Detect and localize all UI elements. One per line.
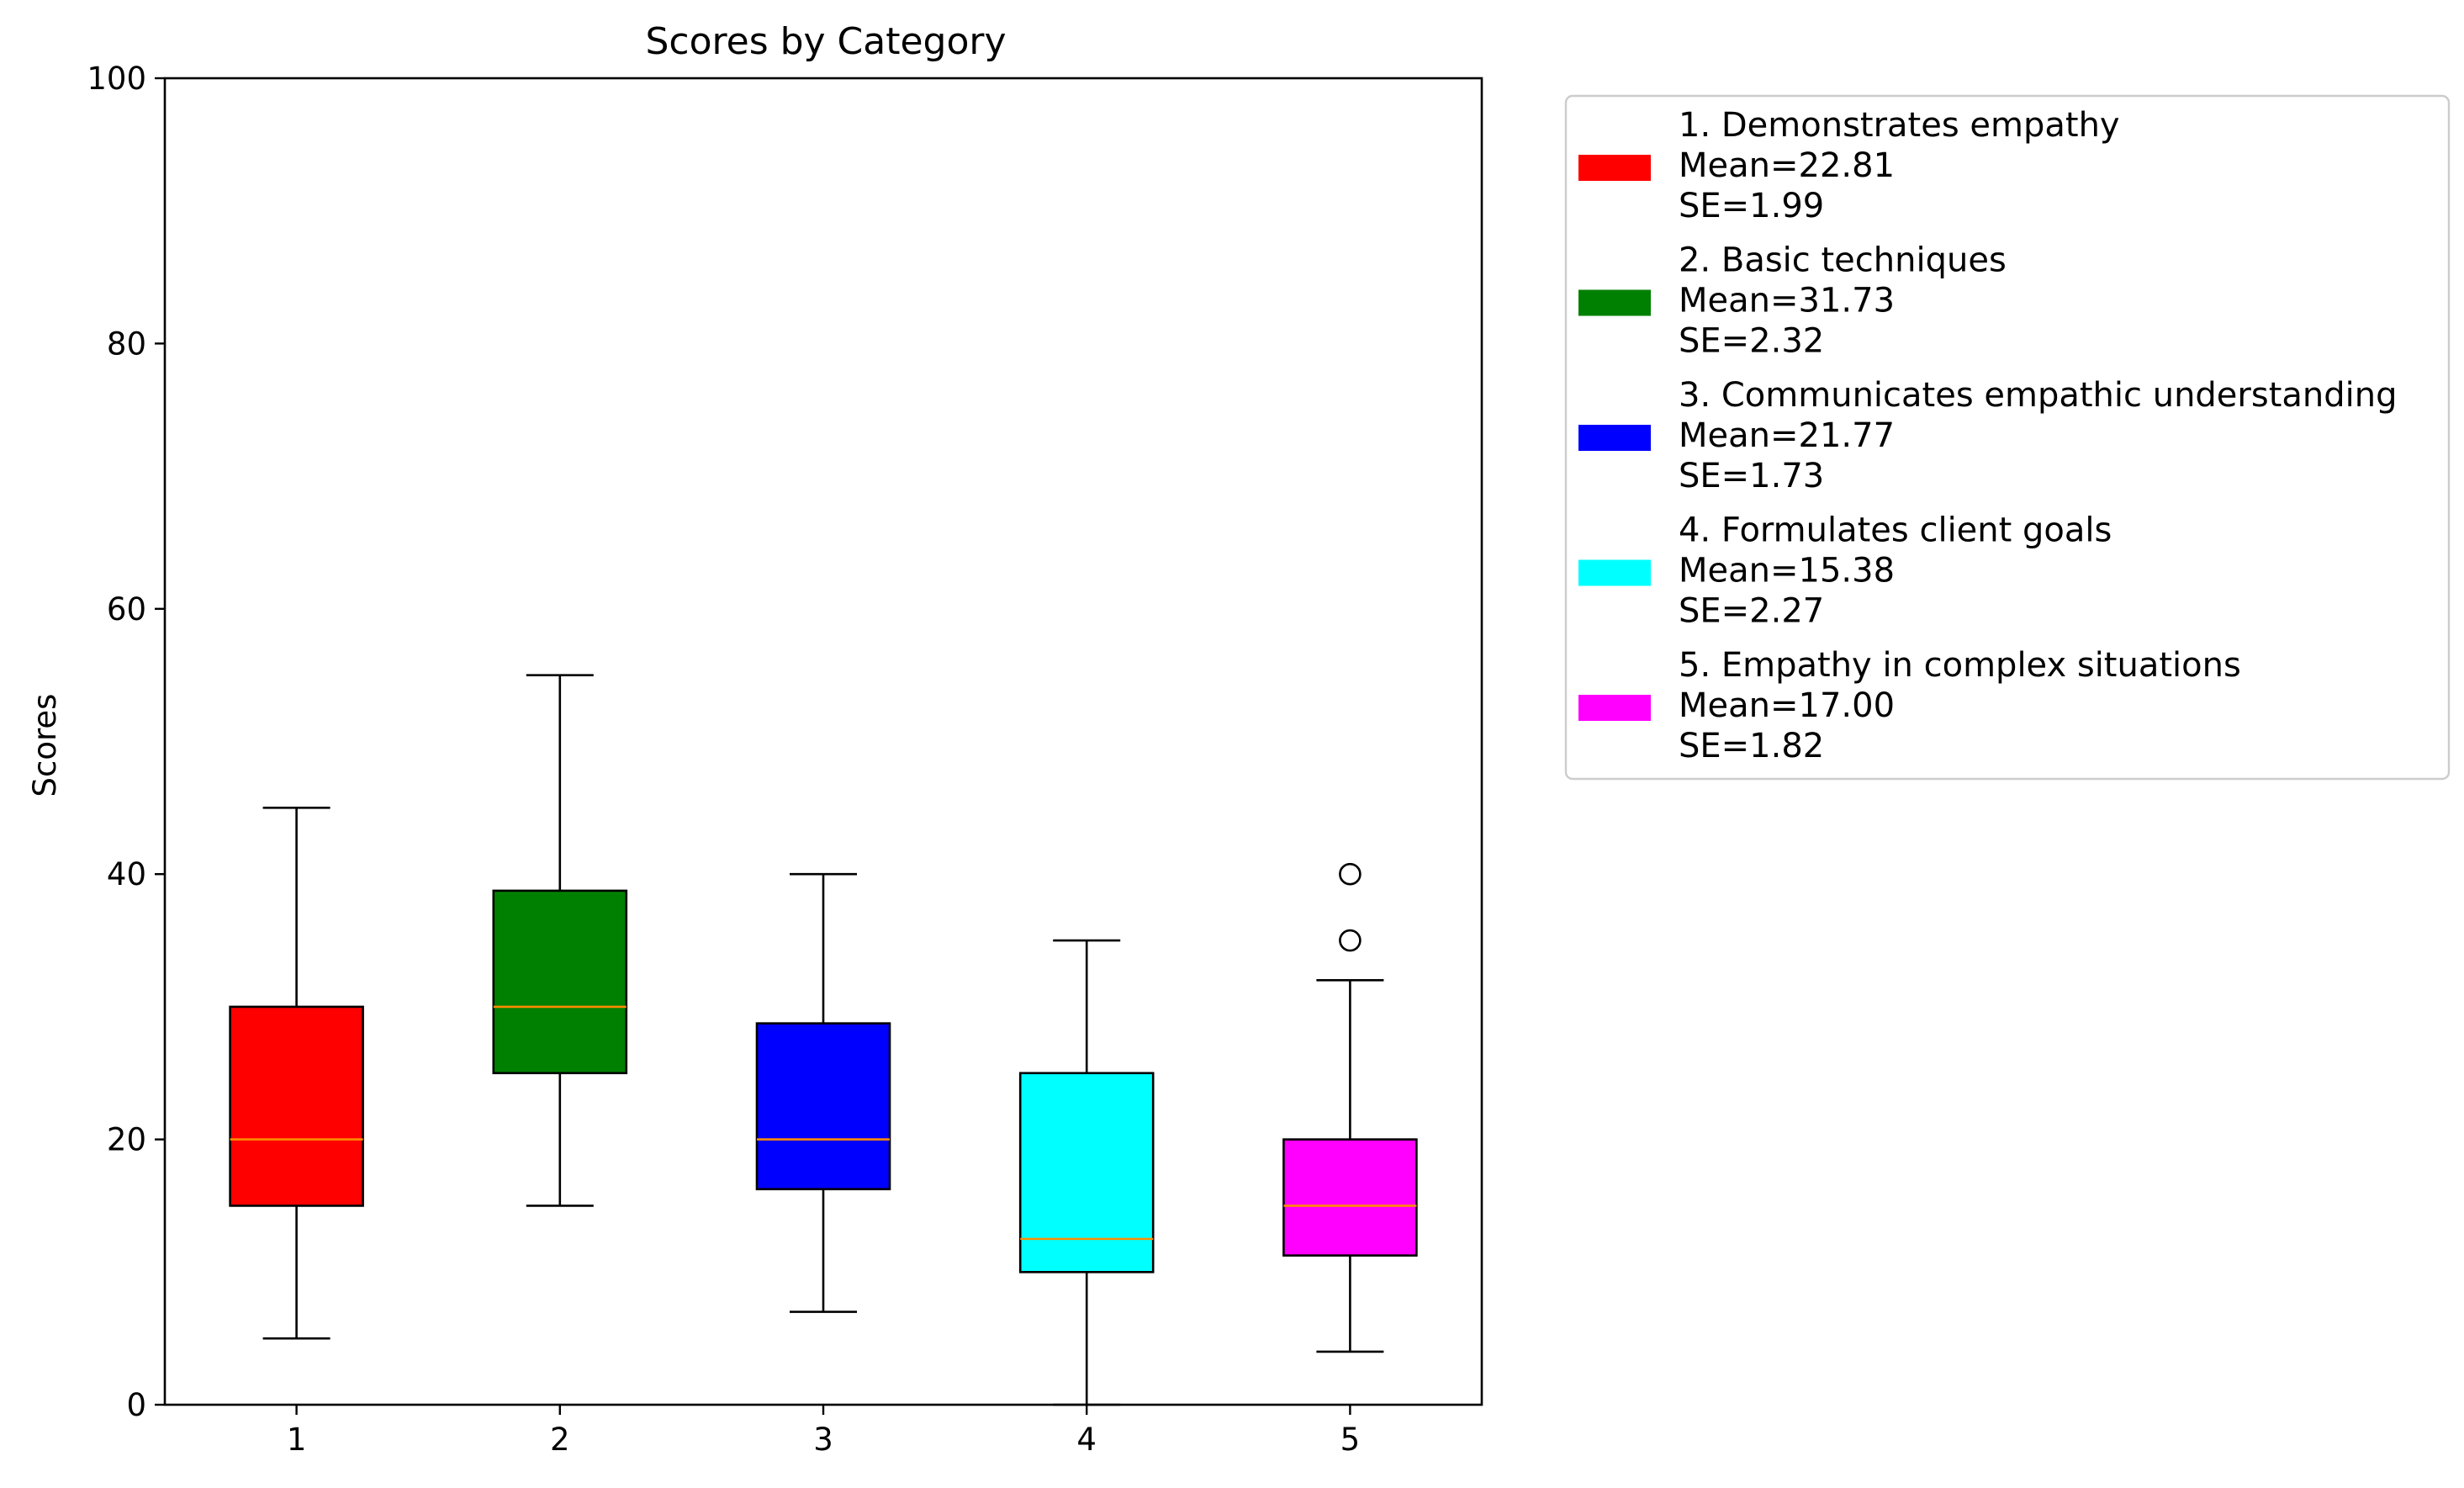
legend-label-line: 4. Formulates client goals <box>1679 511 2112 550</box>
legend-swatch <box>1578 425 1651 451</box>
box-body <box>494 891 627 1073</box>
box-body <box>230 1007 363 1206</box>
legend-label-line: 1. Demonstrates empathy <box>1679 106 2120 145</box>
legend-label-line: 5. Empathy in complex situations <box>1679 646 2241 685</box>
y-tick-label: 40 <box>107 856 146 892</box>
y-tick-label: 100 <box>87 61 146 97</box>
legend-swatch <box>1578 695 1651 721</box>
y-tick-label: 0 <box>126 1387 146 1423</box>
legend-label-line: Mean=22.81 <box>1679 146 1895 185</box>
y-tick-label: 20 <box>107 1122 146 1158</box>
legend-label-line: Mean=31.73 <box>1679 282 1895 320</box>
y-tick-label: 60 <box>107 591 146 628</box>
legend: 1. Demonstrates empathyMean=22.81SE=1.99… <box>1566 96 2449 779</box>
legend-label-line: SE=1.82 <box>1679 727 1824 765</box>
legend-label-line: 2. Basic techniques <box>1679 241 2007 280</box>
y-axis-label: Scores <box>27 694 63 797</box>
x-tick-label: 4 <box>1076 1422 1097 1458</box>
legend-label-line: 3. Communicates empathic understanding <box>1679 376 2398 415</box>
legend-label-line: SE=2.32 <box>1679 322 1824 361</box>
legend-swatch <box>1578 560 1651 586</box>
legend-label-line: Mean=17.00 <box>1679 686 1895 725</box>
legend-swatch <box>1578 290 1651 316</box>
legend-label-line: Mean=15.38 <box>1679 552 1895 590</box>
box-body <box>1283 1140 1416 1256</box>
x-tick-label: 5 <box>1340 1422 1361 1458</box>
box-body <box>1020 1073 1153 1273</box>
legend-label-line: SE=1.73 <box>1679 457 1824 495</box>
legend-swatch <box>1578 155 1651 181</box>
legend-label-line: Mean=21.77 <box>1679 416 1895 455</box>
chart-title: Scores by Category <box>645 20 1006 63</box>
y-tick-label: 80 <box>107 326 146 362</box>
legend-label-line: SE=2.27 <box>1679 592 1824 631</box>
x-tick-label: 3 <box>813 1422 833 1458</box>
box-body <box>757 1024 890 1189</box>
legend-label-line: SE=1.99 <box>1679 187 1824 225</box>
x-tick-label: 1 <box>287 1422 307 1458</box>
x-tick-label: 2 <box>550 1422 570 1458</box>
